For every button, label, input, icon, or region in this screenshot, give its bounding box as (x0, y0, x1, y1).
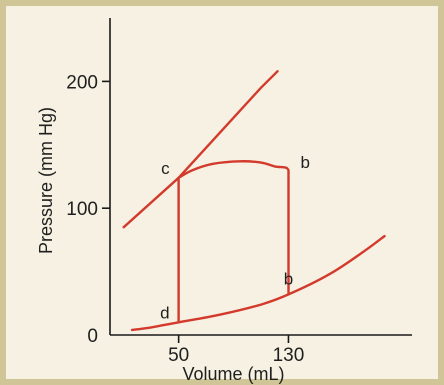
y-tick-label: 0 (87, 326, 98, 347)
x-tick-label: 50 (168, 345, 189, 366)
pressure-volume-loop (177, 160, 290, 324)
end-systolic-pv-line (122, 70, 279, 229)
point-label-c: c (161, 159, 170, 178)
y-tick-label: 100 (66, 199, 98, 220)
x-axis-title: Volume (mL) (183, 364, 285, 384)
point-label-d: d (160, 303, 169, 322)
point-label-b: b (300, 153, 309, 172)
y-axis-title: Pressure (mm Hg) (36, 107, 56, 254)
point-label-b: b (284, 269, 293, 288)
x-tick-label: 130 (273, 345, 305, 366)
end-diastolic-pv-curve (130, 234, 386, 332)
y-tick-label: 200 (66, 72, 98, 93)
